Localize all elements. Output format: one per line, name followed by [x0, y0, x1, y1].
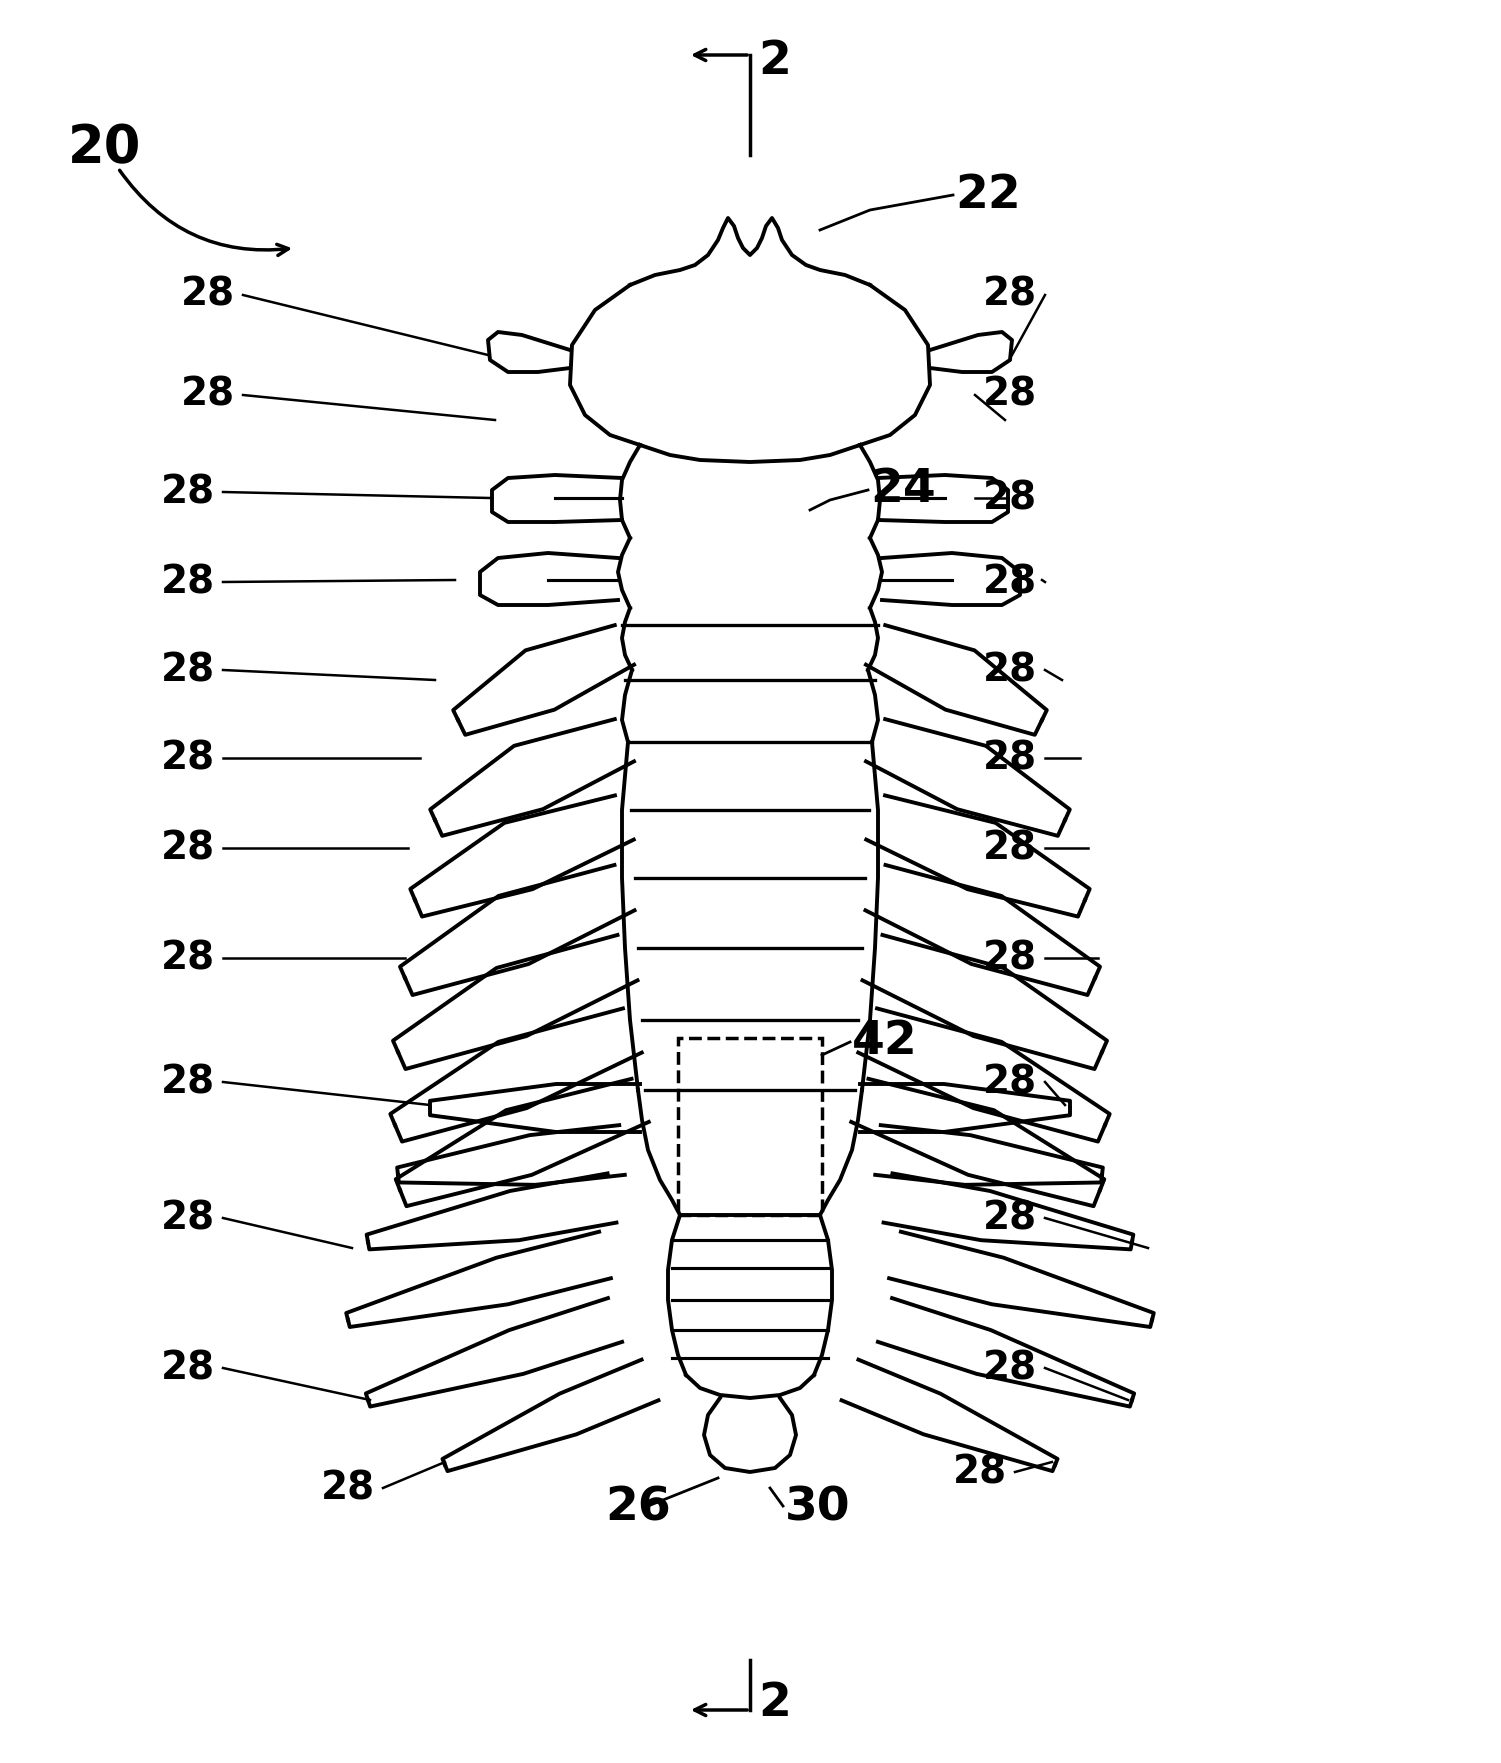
Text: 28: 28 [983, 480, 1037, 517]
Text: 28: 28 [983, 376, 1037, 414]
Text: 28: 28 [161, 940, 215, 977]
Text: 26: 26 [605, 1486, 671, 1530]
Text: 42: 42 [853, 1019, 917, 1065]
Text: 2: 2 [758, 1680, 791, 1726]
Text: 28: 28 [983, 277, 1037, 314]
Text: 28: 28 [161, 562, 215, 601]
Text: 20: 20 [68, 122, 141, 175]
Bar [678, 1038, 823, 1215]
Text: 30: 30 [785, 1486, 851, 1530]
Text: 22: 22 [955, 173, 1021, 217]
Text: 28: 28 [161, 829, 215, 867]
Text: 28: 28 [983, 562, 1037, 601]
Text: 28: 28 [182, 277, 236, 314]
Text: 28: 28 [321, 1469, 375, 1507]
Text: 24: 24 [871, 467, 935, 513]
Text: 28: 28 [161, 651, 215, 689]
Text: 28: 28 [983, 829, 1037, 867]
Text: 28: 28 [983, 651, 1037, 689]
Text: 28: 28 [983, 1349, 1037, 1387]
Text: 28: 28 [182, 376, 236, 414]
Text: 2: 2 [758, 39, 791, 85]
Text: 28: 28 [161, 1199, 215, 1238]
Text: 28: 28 [161, 739, 215, 777]
Text: 28: 28 [983, 1063, 1037, 1102]
Text: 28: 28 [161, 472, 215, 511]
Text: 28: 28 [161, 1349, 215, 1387]
Text: 28: 28 [953, 1453, 1007, 1491]
Text: 28: 28 [983, 940, 1037, 977]
Text: 28: 28 [983, 1199, 1037, 1238]
Text: 28: 28 [983, 739, 1037, 777]
Text: 28: 28 [161, 1063, 215, 1102]
